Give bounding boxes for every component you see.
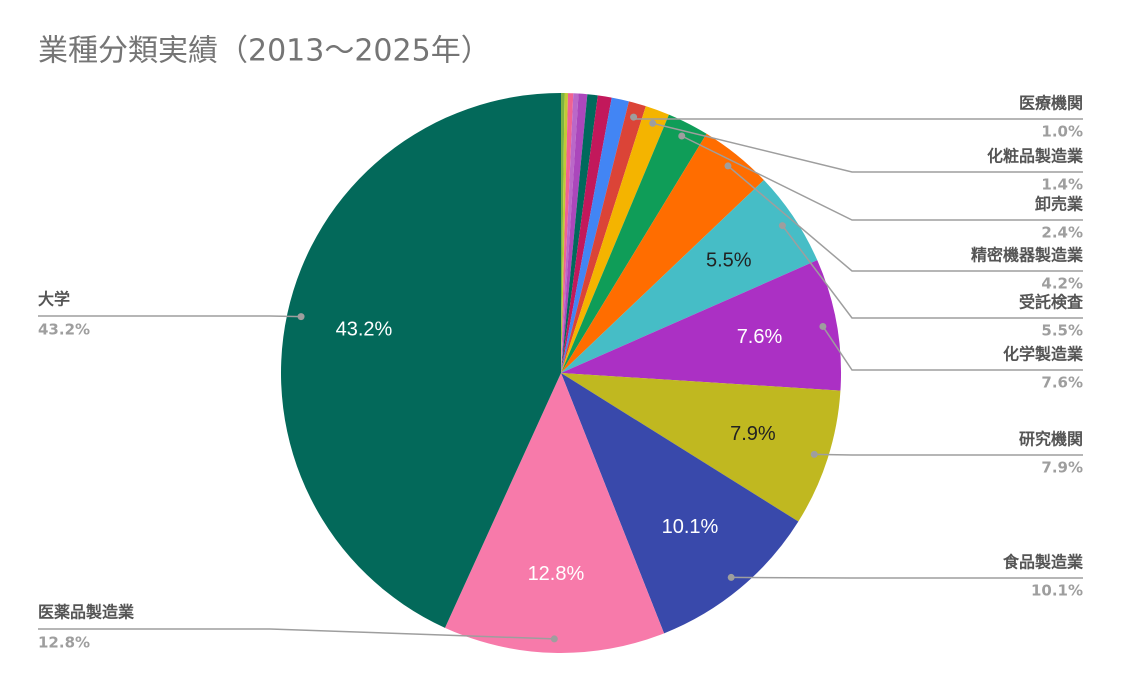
- slice-label: 12.8%: [528, 563, 585, 585]
- pie-slice: [561, 97, 629, 373]
- leader-line: [652, 122, 1083, 173]
- leader-dot: [630, 113, 638, 121]
- slice-label: 5.5%: [706, 250, 752, 272]
- label-name: 食品製造業: [1002, 553, 1084, 572]
- pie-slice: [561, 373, 841, 522]
- leader-line: [38, 628, 555, 640]
- leader-dot: [778, 222, 786, 230]
- label-percent: 1.4%: [1041, 176, 1083, 194]
- label-name: 化粧品製造業: [987, 147, 1084, 166]
- leader-line: [727, 165, 1083, 272]
- pie-slice: [561, 101, 646, 373]
- pie-slice: [561, 93, 579, 373]
- label-name: 研究機関: [1019, 430, 1083, 449]
- slice-label: 7.9%: [730, 423, 776, 445]
- leader-dot: [724, 162, 732, 170]
- leader-dot: [649, 119, 657, 127]
- pie-slice: [561, 93, 574, 373]
- leader-dot: [727, 573, 735, 581]
- label-name: 受託検査: [1019, 293, 1083, 312]
- leader-line: [814, 453, 1083, 456]
- slice-label: 10.1%: [662, 516, 719, 538]
- leader-line: [38, 315, 302, 318]
- leader-dot: [550, 635, 558, 643]
- pie-slice: [561, 106, 669, 374]
- label-name: 卸売業: [1035, 195, 1084, 214]
- label-name: 医薬品製造業: [38, 603, 135, 622]
- leader-dot: [810, 450, 818, 458]
- pie-slice: [561, 373, 799, 634]
- label-percent: 5.5%: [1041, 322, 1083, 340]
- slice-label: 43.2%: [336, 319, 393, 341]
- pie-slice: [561, 114, 707, 373]
- label-name: 精密機器製造業: [971, 246, 1084, 265]
- pie-slice: [561, 260, 841, 391]
- pie-slice: [561, 180, 818, 373]
- pie-slice: [561, 95, 612, 373]
- pie-slice: [561, 94, 598, 374]
- leader-line: [632, 117, 1083, 120]
- label-percent: 1.0%: [1041, 123, 1083, 141]
- leader-dot: [678, 132, 686, 140]
- label-percent: 7.9%: [1041, 459, 1083, 477]
- pie-slice: [561, 133, 764, 373]
- label-percent: 7.6%: [1041, 374, 1083, 392]
- label-name: 化学製造業: [1003, 345, 1084, 364]
- pie-slice: [561, 93, 565, 373]
- label-percent: 43.2%: [38, 321, 90, 339]
- leader-line: [822, 326, 1083, 371]
- label-percent: 2.4%: [1041, 224, 1083, 242]
- label-name: 大学: [38, 290, 70, 309]
- label-percent: 4.2%: [1041, 275, 1083, 293]
- slice-label: 7.6%: [737, 326, 783, 348]
- label-percent: 12.8%: [38, 634, 90, 652]
- pie-slice: [281, 93, 561, 628]
- label-percent: 10.1%: [1031, 582, 1083, 600]
- leader-dot: [819, 322, 827, 330]
- label-name: 医療機関: [1019, 94, 1083, 113]
- leader-line: [731, 576, 1083, 579]
- leader-line: [781, 225, 1083, 319]
- pie-slice: [561, 93, 569, 374]
- leader-line: [681, 135, 1083, 221]
- pie-slice: [561, 93, 588, 373]
- leader-dot: [297, 313, 305, 321]
- chart-title: 業種分類実績（2013～2025年）: [38, 34, 491, 69]
- pie-slice: [444, 373, 665, 654]
